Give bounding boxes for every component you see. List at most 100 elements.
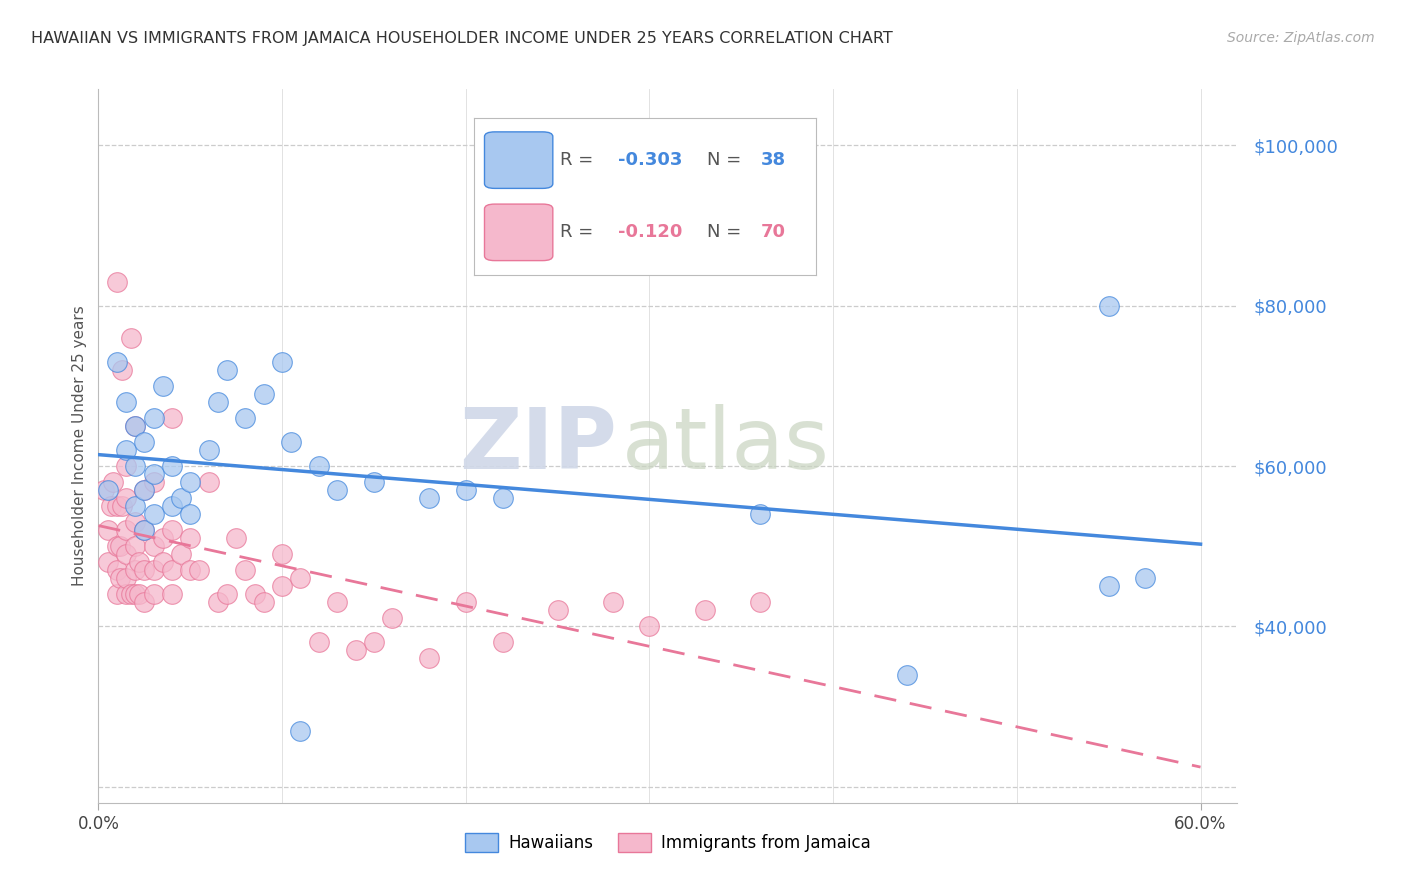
Point <box>124 419 146 434</box>
Point <box>134 523 156 537</box>
Point <box>271 579 294 593</box>
Point <box>105 275 128 289</box>
Point <box>134 483 156 497</box>
Point <box>97 523 120 537</box>
Point <box>1135 571 1157 585</box>
Text: HAWAIIAN VS IMMIGRANTS FROM JAMAICA HOUSEHOLDER INCOME UNDER 25 YEARS CORRELATIO: HAWAIIAN VS IMMIGRANTS FROM JAMAICA HOUS… <box>31 31 893 46</box>
Point <box>253 595 276 609</box>
Point <box>124 539 146 553</box>
Point <box>111 499 134 513</box>
Point <box>418 491 440 505</box>
Point <box>271 355 294 369</box>
Point <box>124 458 146 473</box>
Point <box>134 483 156 497</box>
Point <box>142 507 165 521</box>
Point <box>115 395 138 409</box>
Point <box>97 483 120 497</box>
Point <box>602 595 624 609</box>
Point <box>638 619 661 633</box>
Point <box>121 587 143 601</box>
Point <box>134 523 156 537</box>
Point <box>215 587 238 601</box>
Point <box>121 331 143 345</box>
Point <box>160 499 183 513</box>
Point <box>128 587 150 601</box>
Point <box>215 363 238 377</box>
Point <box>271 547 294 561</box>
Point <box>134 595 156 609</box>
Point <box>179 563 201 577</box>
Point <box>152 531 174 545</box>
Point <box>124 515 146 529</box>
Point <box>105 563 128 577</box>
Point <box>105 587 128 601</box>
Point <box>179 475 201 489</box>
Point <box>235 563 257 577</box>
Point <box>105 499 128 513</box>
Point <box>115 547 138 561</box>
Point <box>235 411 257 425</box>
Point <box>152 379 174 393</box>
Point <box>142 411 165 425</box>
Point <box>142 563 165 577</box>
Point <box>290 571 312 585</box>
Point <box>124 499 146 513</box>
Point <box>748 595 770 609</box>
Point <box>142 587 165 601</box>
Point <box>179 531 201 545</box>
Point <box>160 523 183 537</box>
Point <box>152 555 174 569</box>
Point <box>105 539 128 553</box>
Point <box>111 363 134 377</box>
Point <box>115 458 138 473</box>
Point <box>693 603 716 617</box>
Point <box>134 435 156 450</box>
Point <box>547 603 569 617</box>
Point <box>142 467 165 481</box>
Point <box>179 507 201 521</box>
Point <box>188 563 211 577</box>
Legend: Hawaiians, Immigrants from Jamaica: Hawaiians, Immigrants from Jamaica <box>458 826 877 859</box>
Point <box>326 595 349 609</box>
Point <box>207 395 229 409</box>
Point <box>381 611 404 625</box>
Point <box>97 555 120 569</box>
Point <box>253 387 276 401</box>
Point <box>124 587 146 601</box>
Point <box>1098 299 1121 313</box>
Point <box>115 571 138 585</box>
Point <box>207 595 229 609</box>
Point <box>124 563 146 577</box>
Point <box>308 635 330 649</box>
Point <box>491 635 513 649</box>
Point <box>170 491 193 505</box>
Point <box>110 571 132 585</box>
Point <box>896 667 918 681</box>
Point <box>225 531 247 545</box>
Text: atlas: atlas <box>623 404 831 488</box>
Point <box>748 507 770 521</box>
Point <box>454 595 477 609</box>
Point <box>93 483 115 497</box>
Point <box>110 539 132 553</box>
Point <box>160 563 183 577</box>
Point <box>170 547 193 561</box>
Text: Source: ZipAtlas.com: Source: ZipAtlas.com <box>1227 31 1375 45</box>
Point <box>134 563 156 577</box>
Point <box>243 587 266 601</box>
Point <box>115 491 138 505</box>
Point <box>115 442 138 457</box>
Point <box>491 491 513 505</box>
Point <box>105 355 128 369</box>
Point <box>363 635 385 649</box>
Point <box>160 411 183 425</box>
Point <box>418 651 440 665</box>
Y-axis label: Householder Income Under 25 years: Householder Income Under 25 years <box>72 306 87 586</box>
Point <box>115 587 138 601</box>
Point <box>197 475 219 489</box>
Point <box>344 643 367 657</box>
Point <box>326 483 349 497</box>
Point <box>142 475 165 489</box>
Point <box>454 483 477 497</box>
Point <box>115 523 138 537</box>
